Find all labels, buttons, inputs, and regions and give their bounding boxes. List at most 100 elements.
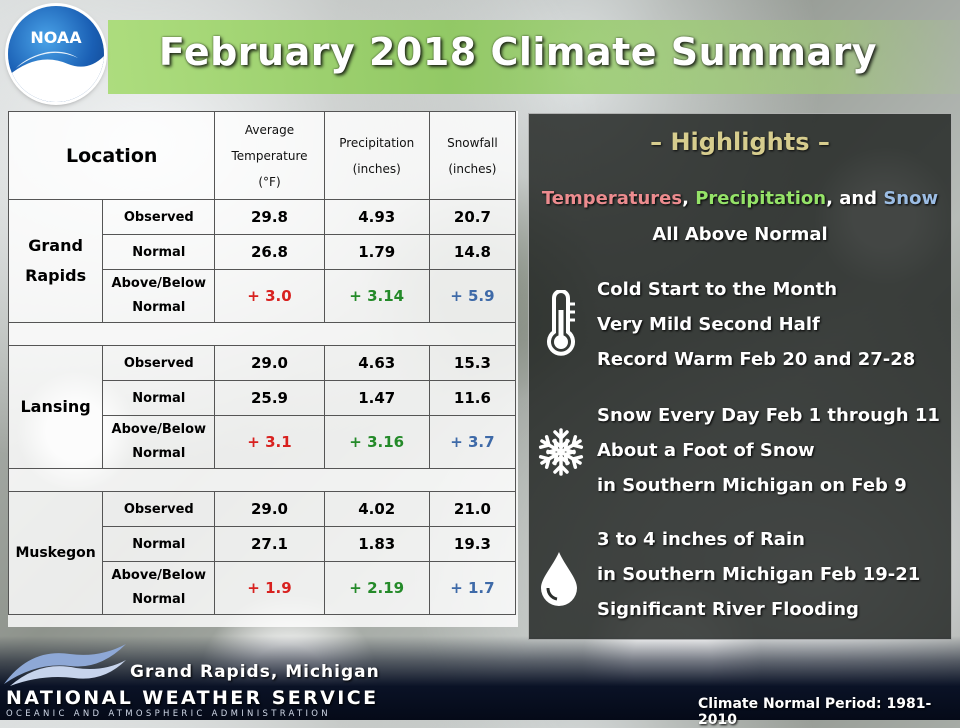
cell-snow-departure: + 3.7 [428, 415, 517, 469]
cell-precip: 1.47 [323, 380, 430, 416]
cell-temp: 26.8 [214, 234, 325, 270]
table-row: Grand Rapids Observed 29.8 4.93 20.7 [7, 199, 517, 323]
row-label-normal: Normal [102, 380, 216, 416]
noaa-logo: NOAA [8, 6, 104, 102]
highlights-summary-line2: All Above Normal [652, 224, 828, 245]
row-label-normal: Normal [102, 526, 216, 562]
nws-wave-logo-icon [4, 644, 126, 686]
summary-temperatures: Temperatures [541, 188, 683, 209]
cell-temp: 29.0 [214, 491, 325, 527]
snowflake-icon [536, 428, 586, 476]
highlight-line: Record Warm Feb 20 and 27-28 [597, 349, 916, 370]
row-label-observed: Observed [102, 345, 216, 381]
noaa-logo-text: NOAA [30, 28, 82, 47]
cell-snow: 20.7 [428, 199, 517, 235]
header-location: Location [7, 111, 216, 200]
header-bar [108, 20, 960, 94]
highlight-rain-block: 3 to 4 inches of Rain in Southern Michig… [597, 522, 947, 627]
highlight-line: in Southern Michigan Feb 19-21 [597, 564, 921, 585]
table-header-row: Location Average Temperature (°F) Precip… [7, 111, 517, 200]
header-temp-line: Average [244, 122, 295, 137]
highlights-panel: – Highlights – Temperatures, Precipitati… [528, 113, 952, 640]
cell-temp-departure: + 1.9 [214, 561, 325, 615]
highlight-line: About a Foot of Snow [597, 440, 815, 461]
cell-snow: 21.0 [428, 491, 517, 527]
cell-precip-departure: + 3.16 [323, 415, 430, 469]
table-row: Normal 27.1 1.83 19.3 [9, 526, 517, 562]
location-grand-rapids: Grand Rapids [7, 199, 104, 323]
row-label-observed: Observed [102, 491, 216, 527]
row-label-line: Normal [132, 446, 186, 461]
summary-separator: , and [826, 188, 884, 209]
location-name-line: Rapids [25, 266, 87, 285]
row-label-line: Above/Below [111, 568, 207, 583]
cell-precip: 4.93 [323, 199, 430, 235]
cell-snow: 11.6 [428, 380, 517, 416]
row-label-line: Normal [132, 592, 186, 607]
location-muskegon: Muskegon [7, 491, 104, 615]
row-label-departure: Above/Below Normal [102, 269, 216, 323]
highlights-summary-line1: Temperatures, Precipitation, and Snow [529, 188, 951, 209]
cell-snow: 19.3 [428, 526, 517, 562]
cell-temp: 29.0 [214, 345, 325, 381]
footer-band [0, 636, 960, 720]
highlight-line: Snow Every Day Feb 1 through 11 [597, 405, 940, 426]
header-temperature: Average Temperature (°F) [214, 111, 325, 200]
row-label-line: Above/Below [111, 422, 207, 437]
cell-precip-departure: + 3.14 [323, 269, 430, 323]
table-row: Muskegon Observed 29.0 4.02 21.0 [7, 491, 517, 615]
agency-name: NATIONAL WEATHER SERVICE [6, 687, 379, 709]
summary-precipitation: Precipitation [695, 188, 827, 209]
highlight-line: Cold Start to the Month [597, 279, 838, 300]
location-name-line: Grand [28, 236, 83, 255]
row-label-departure: Above/Below Normal [102, 561, 216, 615]
cell-temp: 29.8 [214, 199, 325, 235]
table-row: Normal 26.8 1.79 14.8 [9, 234, 517, 270]
header-precip-line: (inches) [352, 161, 401, 176]
cell-snow-departure: + 5.9 [428, 269, 517, 323]
highlights-title: – Highlights – [650, 128, 830, 156]
thermometer-icon [547, 290, 575, 356]
header-precipitation: Precipitation (inches) [323, 111, 430, 200]
table-row: Lansing Observed 29.0 4.63 15.3 [7, 345, 517, 469]
highlight-line: Significant River Flooding [597, 599, 859, 620]
cell-precip: 1.83 [323, 526, 430, 562]
row-label-normal: Normal [102, 234, 216, 270]
location-lansing: Lansing [7, 345, 104, 469]
climate-table: Location Average Temperature (°F) Precip… [7, 111, 518, 627]
table-spacer [8, 322, 516, 346]
cell-snow: 15.3 [428, 345, 517, 381]
table-row: Above/Below Normal + 3.0 + 3.14 + 5.9 [9, 269, 517, 323]
table-row: Above/Below Normal + 1.9 + 2.19 + 1.7 [9, 561, 517, 615]
cell-precip-departure: + 2.19 [323, 561, 430, 615]
table-row: Above/Below Normal + 3.1 + 3.16 + 3.7 [9, 415, 517, 469]
spacer-cell [8, 322, 516, 346]
cell-precip: 1.79 [323, 234, 430, 270]
header-temp-line: Temperature [231, 148, 308, 163]
cell-temp: 25.9 [214, 380, 325, 416]
highlight-line: 3 to 4 inches of Rain [597, 529, 805, 550]
row-label-departure: Above/Below Normal [102, 415, 216, 469]
header-snow-line: Snowfall [447, 135, 498, 150]
highlight-line: in Southern Michigan on Feb 9 [597, 475, 907, 496]
row-label-line: Above/Below [111, 276, 207, 291]
summary-snow: Snow [883, 188, 939, 209]
cell-snow: 14.8 [428, 234, 517, 270]
page-title: February 2018 Climate Summary [158, 30, 878, 74]
cell-temp-departure: + 3.1 [214, 415, 325, 469]
header-snowfall: Snowfall (inches) [428, 111, 517, 200]
parent-agency-name: OCEANIC AND ATMOSPHERIC ADMINISTRATION [6, 709, 331, 719]
highlight-snow-block: Snow Every Day Feb 1 through 11 About a … [597, 398, 947, 503]
raindrop-icon [541, 552, 577, 606]
climate-normal-period: Climate Normal Period: 1981-2010 [698, 696, 932, 728]
header-precip-line: Precipitation [339, 135, 415, 150]
highlight-temperature-block: Cold Start to the Month Very Mild Second… [597, 272, 947, 377]
cell-precip: 4.63 [323, 345, 430, 381]
cell-temp: 27.1 [214, 526, 325, 562]
cell-temp-departure: + 3.0 [214, 269, 325, 323]
highlight-line: Very Mild Second Half [597, 314, 820, 335]
table-spacer [8, 468, 516, 492]
cell-precip: 4.02 [323, 491, 430, 527]
summary-separator: , [682, 188, 696, 209]
header-snow-line: (inches) [448, 161, 497, 176]
